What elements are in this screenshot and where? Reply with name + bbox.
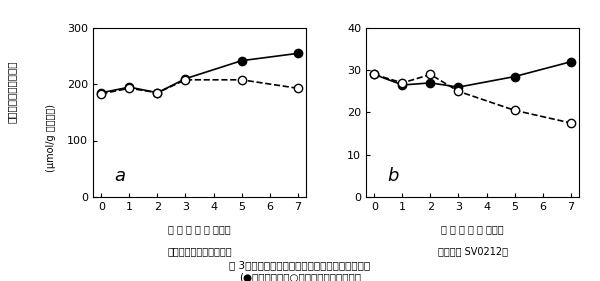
Text: (●：照明なし、○：照明１６時間／日）: (●：照明なし、○：照明１６時間／日） — [239, 273, 361, 281]
Text: （品種：キザキナタネ）: （品種：キザキナタネ） — [167, 246, 232, 257]
Text: 播 種 後 日 数 （日）: 播 種 後 日 数 （日） — [168, 224, 231, 234]
Text: a: a — [114, 167, 125, 185]
Text: （品種： SV0212）: （品種： SV0212） — [437, 246, 508, 257]
Text: (μmol/g 乾燥子葉): (μmol/g 乾燥子葉) — [46, 104, 56, 172]
Text: b: b — [388, 167, 398, 185]
Text: グルコシノレート含量: グルコシノレート含量 — [7, 61, 17, 123]
Text: 播 種 後 日 数 （日）: 播 種 後 日 数 （日） — [441, 224, 504, 234]
Text: 図 3　播種後日数と子葉のグルコシノレート含量: 図 3 播種後日数と子葉のグルコシノレート含量 — [229, 260, 371, 271]
